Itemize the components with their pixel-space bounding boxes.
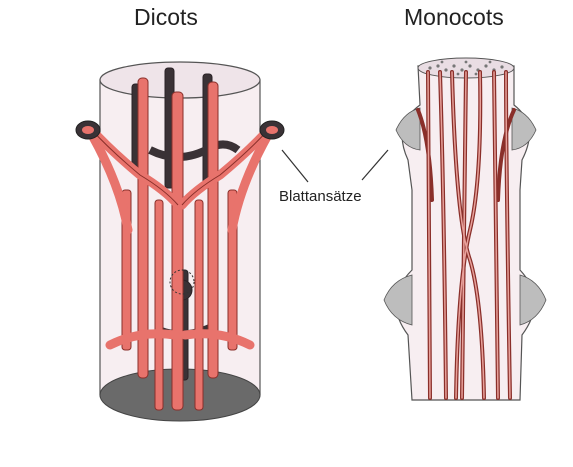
callout-line-left [281, 149, 309, 183]
callout-lines [281, 149, 389, 183]
callout-line-right [361, 149, 389, 181]
monocot-leaf-sheaths [383, 107, 547, 326]
leaf-attachment-label: Blattansätze [279, 188, 362, 205]
monocot-top-bundle-dots [428, 60, 504, 76]
dicots-title: Dicots [134, 4, 198, 30]
dicot-leaf-trace-outlines [89, 127, 271, 206]
monocots-title: Monocots [404, 4, 504, 30]
dicot-vascular-bundles [121, 77, 238, 411]
monocot-strand-highlights [427, 71, 511, 399]
dicot-stem [75, 61, 285, 422]
dicot-leaf-base-left-core [82, 126, 94, 134]
monocot-stem [383, 57, 547, 401]
dicot-bud-outline [169, 269, 195, 295]
dicot-leaf-base-right-core [266, 126, 278, 134]
